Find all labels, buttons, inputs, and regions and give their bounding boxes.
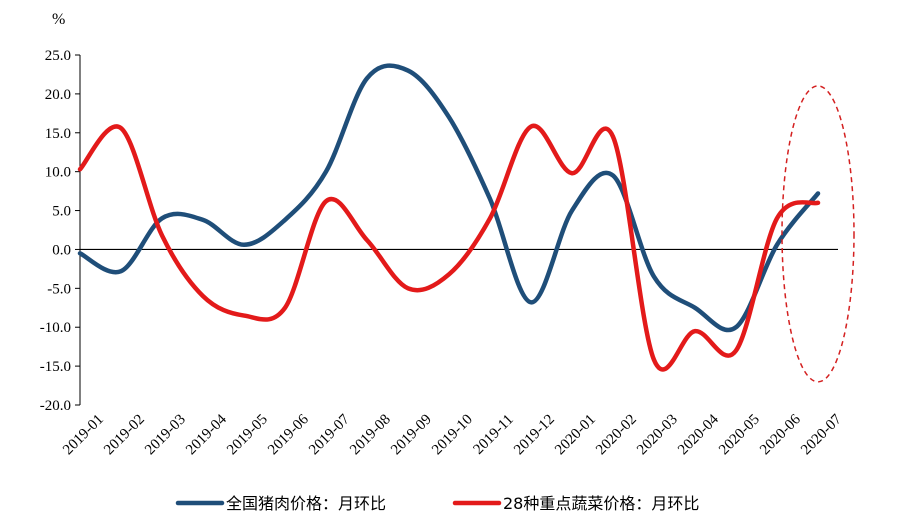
y-tick-label: 25.0 — [45, 48, 71, 64]
x-tick-label: 2020-01 — [552, 412, 599, 459]
y-tick-label: 5.0 — [52, 204, 71, 220]
highlight-ellipse — [781, 85, 855, 383]
y-tick-label: 0.0 — [52, 242, 71, 258]
x-tick-label: 2020-06 — [757, 411, 804, 458]
x-tick-label: 2020-05 — [716, 412, 763, 459]
x-tick-label: 2019-09 — [388, 412, 435, 459]
x-tick-label: 2019-12 — [511, 412, 558, 459]
x-tick-label: 2019-07 — [306, 411, 353, 458]
annotation-layer — [781, 85, 855, 383]
series-line-1 — [77, 63, 821, 333]
y-axis: 25.0 20.0 15.0 10.0 5.0 0.0 -5.0 -10.0 -15.0 -20.… — [40, 48, 81, 414]
y-tick-label: -5.0 — [47, 281, 71, 297]
y-tick-label: 10.0 — [45, 165, 71, 181]
y-tick-label: -10.0 — [40, 320, 71, 336]
x-tick-label: 2019-06 — [265, 411, 312, 458]
x-tick-label: 2020-02 — [593, 412, 640, 459]
y-tick-label: -20.0 — [40, 398, 71, 414]
series-line-2 — [77, 123, 821, 372]
x-tick-label: 2019-11 — [471, 412, 517, 458]
x-tick-label: 2019-10 — [429, 412, 476, 459]
x-tick-label: 2019-04 — [183, 411, 230, 458]
x-tick-label: 2020-04 — [675, 411, 722, 458]
series-lines — [77, 63, 821, 372]
y-tick-label: 15.0 — [45, 126, 71, 142]
x-tick-label: 2019-02 — [101, 412, 148, 459]
legend: 全国猪肉价格：月环比 28种重点蔬菜价格：月环比 — [175, 494, 699, 513]
legend-label-2: 28种重点蔬菜价格：月环比 — [503, 494, 699, 513]
x-axis: 2019-012019-022019-032019-042019-052019-… — [60, 411, 845, 458]
x-tick-label: 2020-03 — [634, 412, 681, 459]
x-tick-label: 2019-08 — [347, 412, 394, 459]
x-tick-label: 2019-01 — [60, 412, 107, 459]
x-tick-label: 2020-07 — [798, 411, 845, 458]
x-tick-label: 2019-03 — [142, 412, 189, 459]
legend-label-1: 全国猪肉价格：月环比 — [226, 494, 386, 513]
y-tick-label: -15.0 — [40, 359, 71, 375]
y-tick-label: 20.0 — [45, 87, 71, 103]
y-axis-unit: % — [52, 11, 65, 28]
x-tick-label: 2019-05 — [224, 412, 271, 459]
